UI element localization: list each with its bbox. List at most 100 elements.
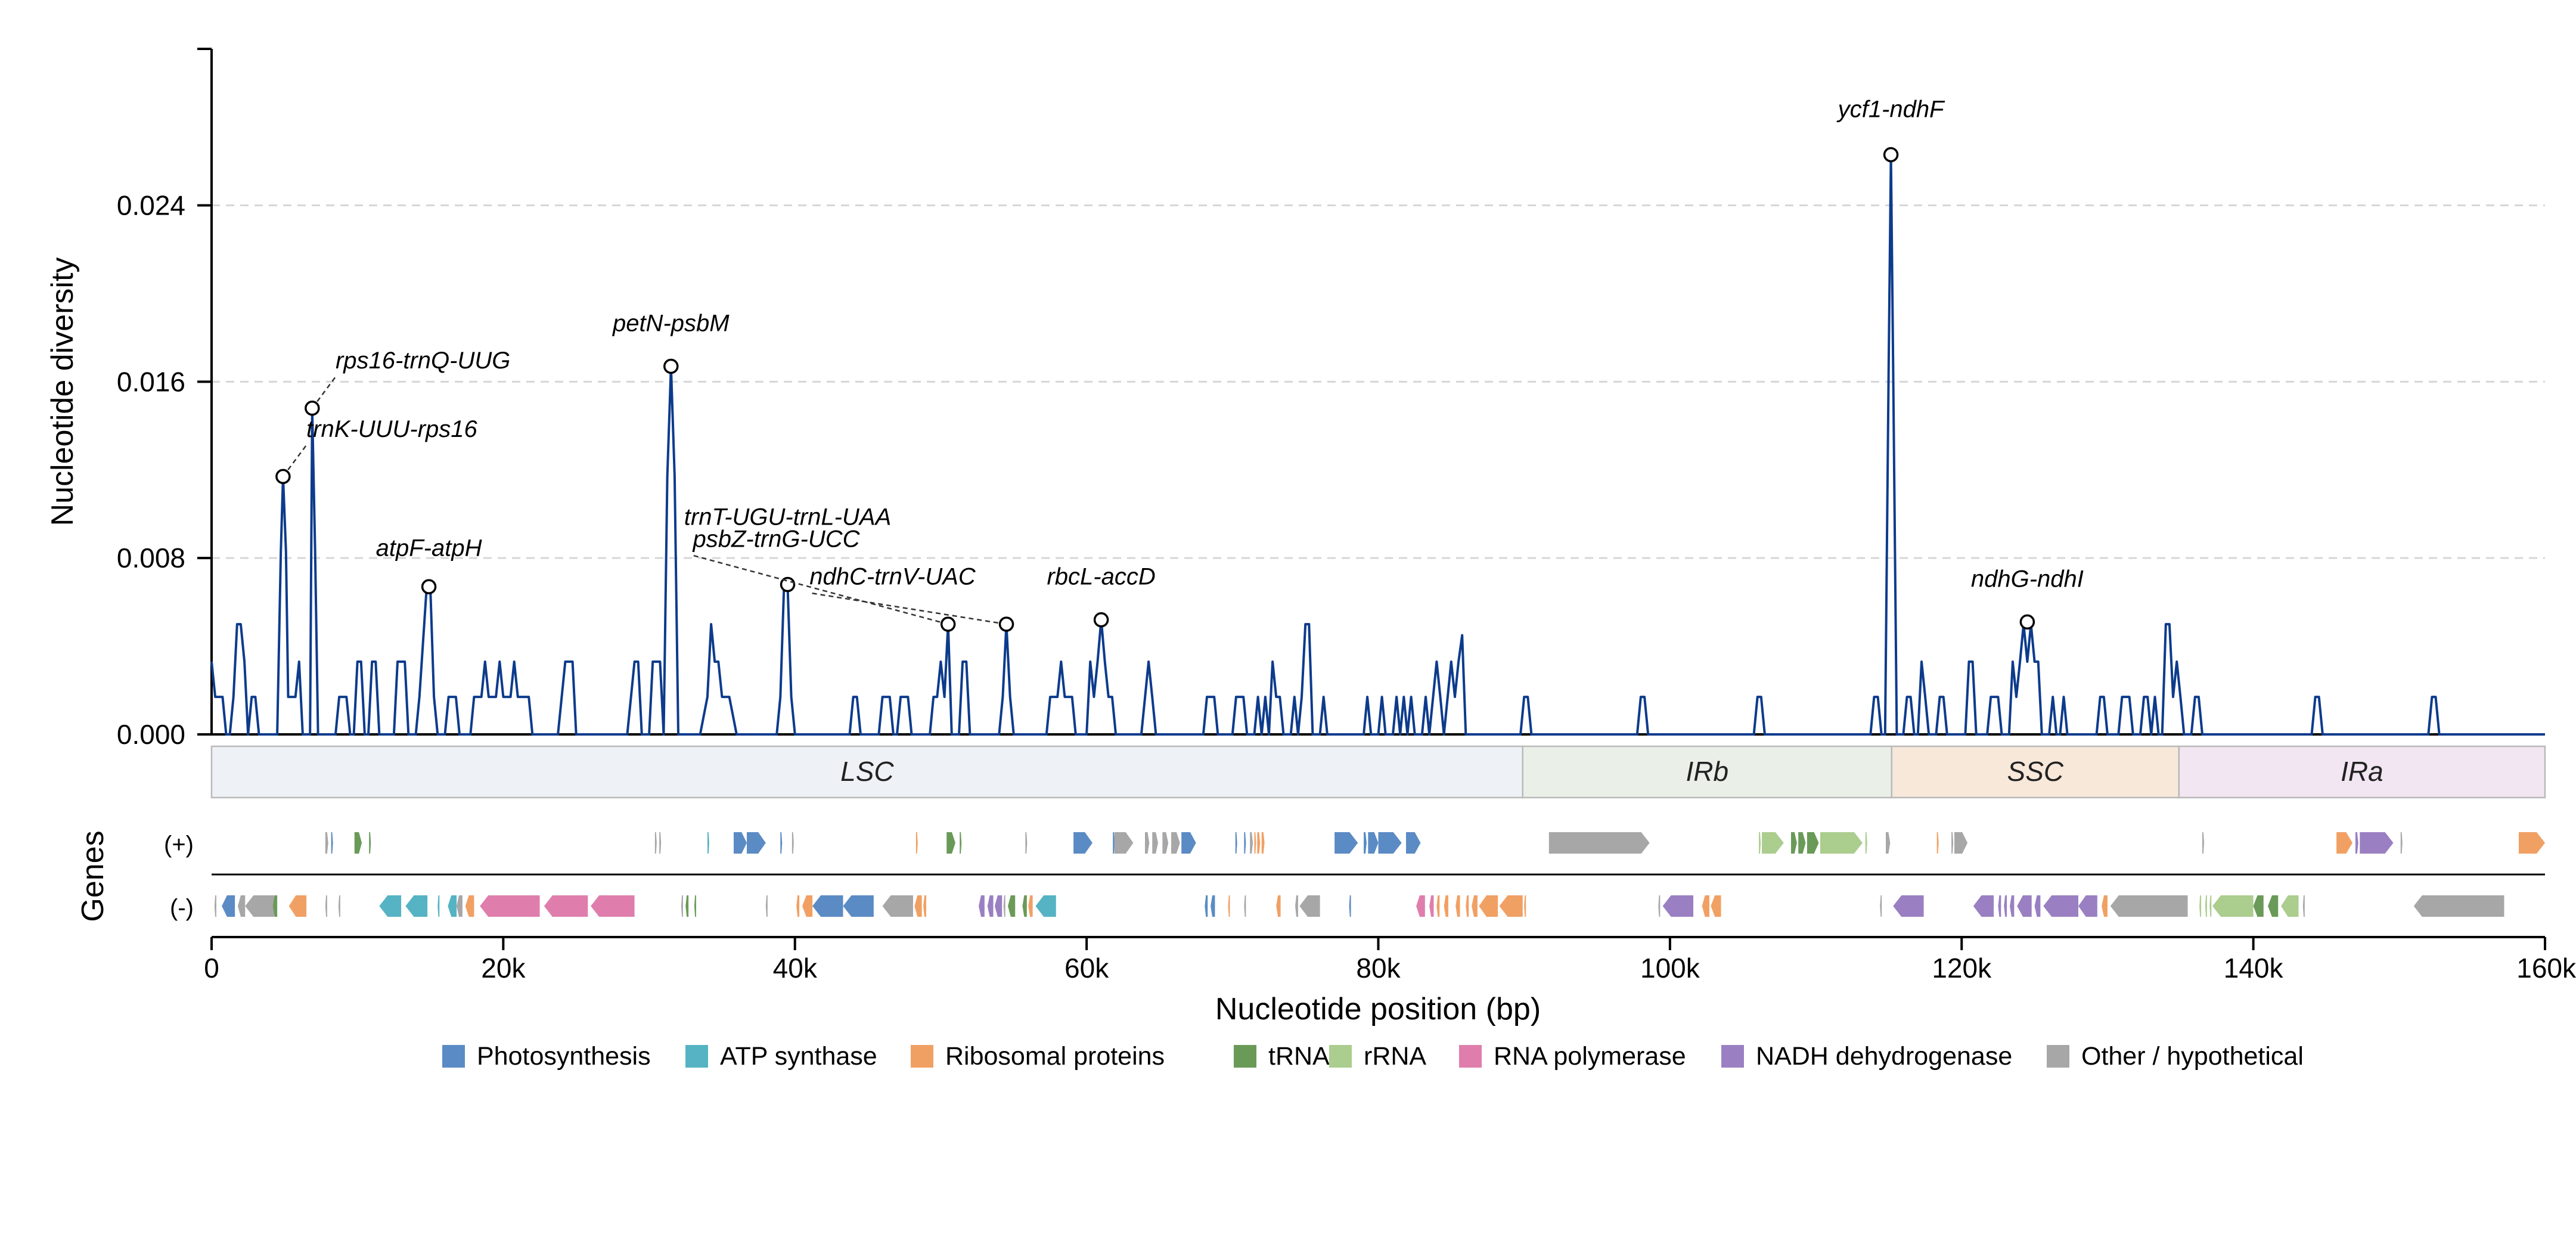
gene-feature <box>979 895 985 917</box>
gene-feature <box>1073 832 1093 854</box>
x-tick-label: 80k <box>1356 953 1401 984</box>
gene-feature <box>747 832 766 854</box>
gene-feature <box>960 832 962 854</box>
gene-feature <box>1865 832 1867 854</box>
gene-feature <box>448 895 457 917</box>
grid-lines <box>212 204 2545 559</box>
gene-feature <box>1003 895 1005 917</box>
diversity-line <box>210 153 2545 736</box>
peak-leader-line <box>809 592 1007 625</box>
gene-feature <box>405 895 428 917</box>
gene-feature <box>338 895 340 917</box>
gene-feature <box>2017 895 2032 917</box>
gene-feature <box>2400 832 2403 854</box>
gene-feature <box>1022 895 1027 917</box>
gene-feature <box>1524 895 1526 917</box>
gene-feature <box>1364 832 1367 854</box>
x-tick-label: 140k <box>2224 953 2284 984</box>
region-label: IRb <box>1686 756 1728 787</box>
peak-label: atpF-atpH <box>376 535 482 561</box>
gene-feature <box>1472 895 1478 917</box>
peak-label: rbcL-accD <box>1047 564 1155 590</box>
gene-feature <box>694 895 696 917</box>
gene-feature <box>238 895 246 917</box>
gene-feature <box>1798 832 1806 854</box>
gene-feature <box>325 895 327 917</box>
gene-feature <box>1479 895 1498 917</box>
gene-feature <box>2078 895 2097 917</box>
gene-feature <box>325 832 328 854</box>
gene-feature <box>1973 895 1994 917</box>
gene-feature <box>914 895 922 917</box>
legend-label: NADH dehydrogenase <box>1756 1042 2012 1071</box>
gene-feature <box>923 895 926 917</box>
gene-feature <box>1762 832 1784 854</box>
gene-feature <box>1429 895 1434 917</box>
legend-swatch <box>685 1045 708 1068</box>
gene-feature <box>812 895 843 917</box>
gene-feature <box>1405 832 1421 854</box>
y-ticks: 0.000 0.008 0.016 0.024 <box>117 190 212 750</box>
gene-feature <box>2004 895 2007 917</box>
gene-feature <box>2281 895 2299 917</box>
legend-label: tRNA <box>1268 1042 1330 1071</box>
x-tick-label: 0 <box>204 953 219 984</box>
gene-feature <box>1299 895 1320 917</box>
gene-track: Genes (+) (-) <box>76 830 2545 938</box>
x-tick-label: 20k <box>481 953 526 984</box>
gene-feature <box>843 895 874 917</box>
region-box <box>2178 745 2546 799</box>
genome-region-bar: LSC IRb SSC IRa <box>210 745 2546 799</box>
peak-leader-line <box>282 445 308 477</box>
gene-feature <box>1880 895 1882 917</box>
gene-feature <box>780 832 783 854</box>
peak-annotations: trnK-UUU-rps16 rps16-trnQ-UUG atpF-atpH pet… <box>275 97 2084 632</box>
gene-feature <box>1114 832 1134 854</box>
gene-feature <box>1171 832 1180 854</box>
diversity-line-series <box>210 153 2545 736</box>
gene-feature <box>1702 895 1709 917</box>
gene-feature <box>1886 832 1891 854</box>
gene-feature <box>1162 832 1169 854</box>
gene-feature <box>2413 895 2504 917</box>
legend-swatch <box>2047 1045 2069 1068</box>
gene-feature <box>2336 832 2353 854</box>
gene-feature <box>2253 895 2264 917</box>
gene-feature <box>1276 895 1281 917</box>
minus-strand-label: (-) <box>170 895 194 921</box>
gene-feature <box>354 832 362 854</box>
gene-feature <box>2009 895 2015 917</box>
gene-feature <box>681 895 683 917</box>
y-tick-label: 0.000 <box>117 719 185 750</box>
gene-feature <box>2518 832 2545 854</box>
peak-label: psbZ-trnG-UCC <box>692 526 860 553</box>
legend-label: ATP synthase <box>720 1042 877 1071</box>
gene-feature <box>1455 895 1460 917</box>
region-box <box>1522 745 1893 799</box>
gene-feature <box>2102 895 2108 917</box>
gene-feature <box>1711 895 1721 917</box>
gene-feature <box>802 895 813 917</box>
gene-feature <box>1145 832 1150 854</box>
peak-label: trnT-UGU-trnL-UAA <box>684 504 891 531</box>
legend-label: Ribosomal proteins <box>945 1042 1165 1071</box>
gene-feature <box>1436 895 1440 917</box>
gene-feature <box>2199 895 2202 917</box>
gene-feature <box>994 895 1003 917</box>
legend-swatch <box>1721 1045 1744 1068</box>
gene-feature <box>2212 895 2254 917</box>
legend-swatch <box>911 1045 933 1068</box>
peak-label: ndhG-ndhI <box>1971 566 2084 592</box>
gene-feature <box>659 832 662 854</box>
gene-feature <box>591 895 635 917</box>
gene-feature <box>2355 832 2358 854</box>
gene-feature <box>1936 832 1939 854</box>
gene-feature <box>1228 895 1230 917</box>
gene-feature <box>1261 832 1265 854</box>
y-tick-label: 0.008 <box>117 542 185 573</box>
gene-feature <box>457 895 463 917</box>
x-ticks: 0 20k 40k 60k 80k 100k 120k 140k 160k <box>204 937 2576 984</box>
legend-swatch <box>1459 1045 1482 1068</box>
gene-feature <box>915 832 918 854</box>
